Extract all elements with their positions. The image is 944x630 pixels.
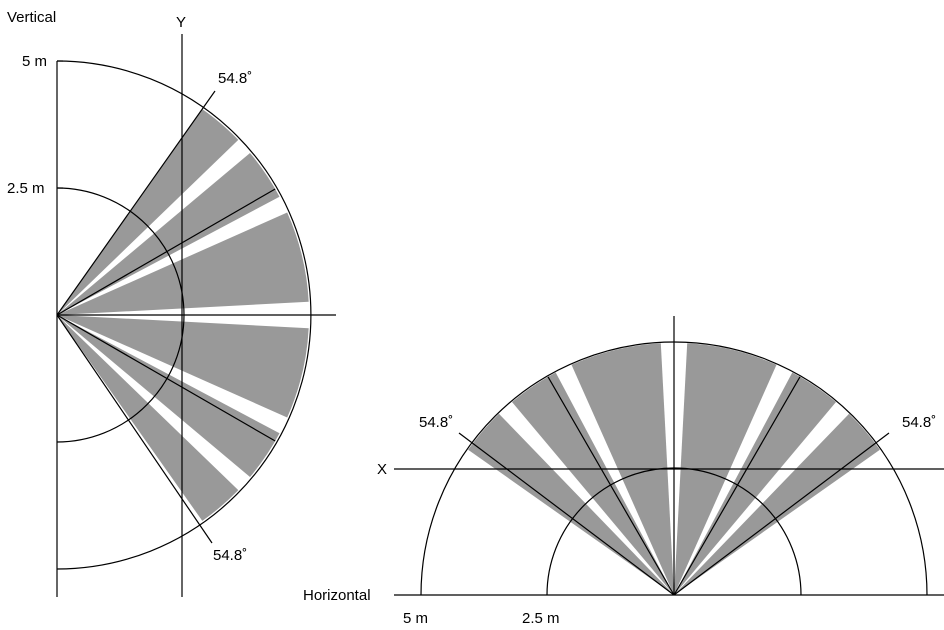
horizontal-beam-line [673,376,801,596]
vertical-detection-zone [57,315,309,418]
vertical-bottom-angle-label: 54.8˚ [213,547,247,564]
horizontal-right-angle-label: 54.8˚ [902,414,936,431]
vertical-detection-zone [57,153,280,315]
vertical-view-label: Vertical [7,9,56,26]
vertical-top-angle-label: 54.8˚ [218,70,252,87]
vertical-inner-radius-label: 2.5 m [7,180,45,197]
vertical-beam-line [56,314,276,442]
x-axis-label: X [377,461,387,478]
horizontal-detection-zone [512,372,674,595]
horizontal-detection-zone [468,413,674,595]
vertical-beam-lines [56,188,276,442]
vertical-view: Vertical Y 5 m 2.5 m 54.8˚ 54.8˚ [7,9,336,597]
horizontal-detection-zone [674,413,880,595]
horizontal-inner-radius-label: 2.5 m [522,610,560,627]
horizontal-detection-zone [674,372,836,595]
horizontal-right-angle-leader [673,432,890,596]
horizontal-left-angle-label: 54.8˚ [419,414,453,431]
vertical-detection-zones [57,109,309,521]
horizontal-view: Horizontal X 5 m 2.5 m 54.8˚ 54.8˚ [303,316,944,627]
horizontal-view-label: Horizontal [303,587,371,604]
vertical-bottom-angle-leader [56,314,213,544]
vertical-detection-zone [57,212,309,315]
y-axis-label: Y [176,14,186,31]
horizontal-left-angle-leader [458,432,675,596]
horizontal-beam-lines [547,376,801,596]
vertical-detection-zone [57,109,239,315]
vertical-top-angle-leader [56,90,216,316]
horizontal-outer-radius-label: 5 m [403,610,428,627]
vertical-outer-radius-label: 5 m [22,53,47,70]
horizontal-beam-line [547,376,675,596]
vertical-beam-line [56,188,276,316]
vertical-detection-zone [57,315,280,477]
vertical-detection-zone [57,315,239,521]
